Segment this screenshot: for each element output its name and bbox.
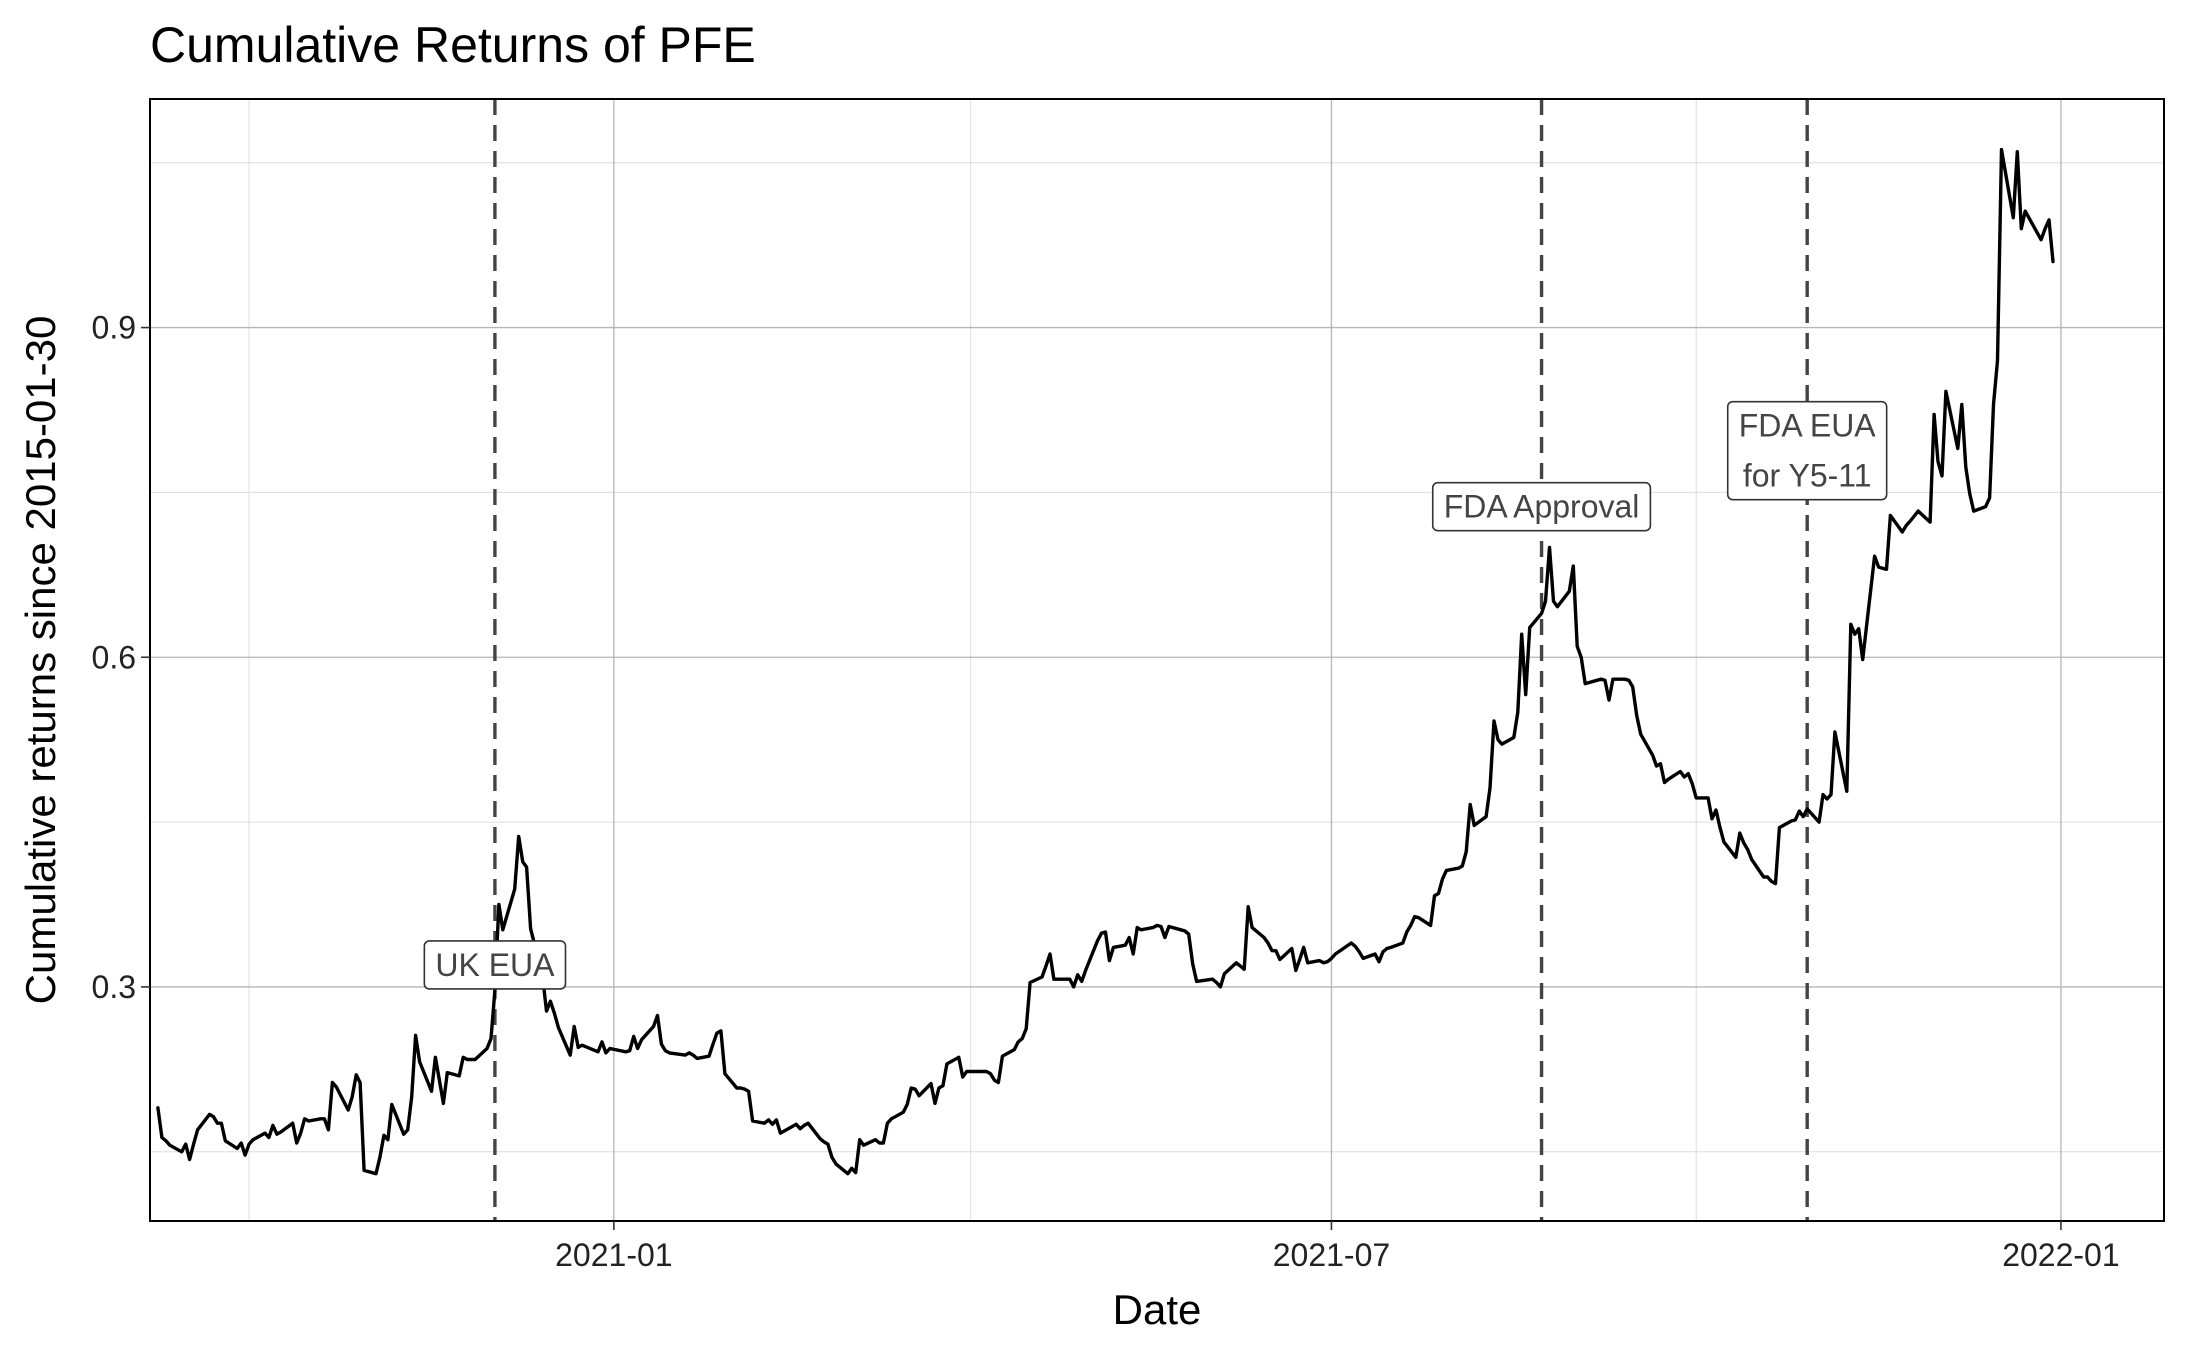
x-tick-label: 2022-01 [2002, 1237, 2119, 1273]
series-line [156, 147, 2055, 1176]
annotation-label-text: FDA Approval [1444, 489, 1640, 525]
x-tick-label: 2021-01 [555, 1237, 672, 1273]
y-tick-label: 0.9 [92, 310, 136, 346]
event-lines [493, 99, 1809, 1221]
y-axis-label: Cumulative returns since 2015-01-30 [17, 316, 64, 1005]
annotation-label-box [423, 940, 567, 990]
annotation-label-text: FDA EUA [1739, 408, 1877, 444]
panel-border [149, 98, 2165, 1222]
annotation-label-box [1726, 400, 1888, 501]
x-axis-ticks: 2021-01 2021-07 2022-01 [555, 1221, 2120, 1273]
y-tick-label: 0.6 [92, 639, 136, 675]
y-axis-ticks: 0.3 0.6 0.9 [92, 310, 150, 1005]
chart-title: Cumulative Returns of PFE [150, 17, 756, 73]
annotation-label-text: UK EUA [435, 947, 555, 983]
x-tick-label: 2021-07 [1273, 1237, 1390, 1273]
annotations: UK EUA FDA Approval FDA EUA for Y5-11 [423, 400, 1888, 990]
minor-gridlines [150, 99, 2164, 1221]
annotation-label-text: for Y5-11 [1743, 458, 1872, 494]
y-tick-label: 0.3 [92, 969, 136, 1005]
x-axis-label: Date [1113, 1286, 1202, 1333]
annotation-label-box [1431, 481, 1652, 532]
